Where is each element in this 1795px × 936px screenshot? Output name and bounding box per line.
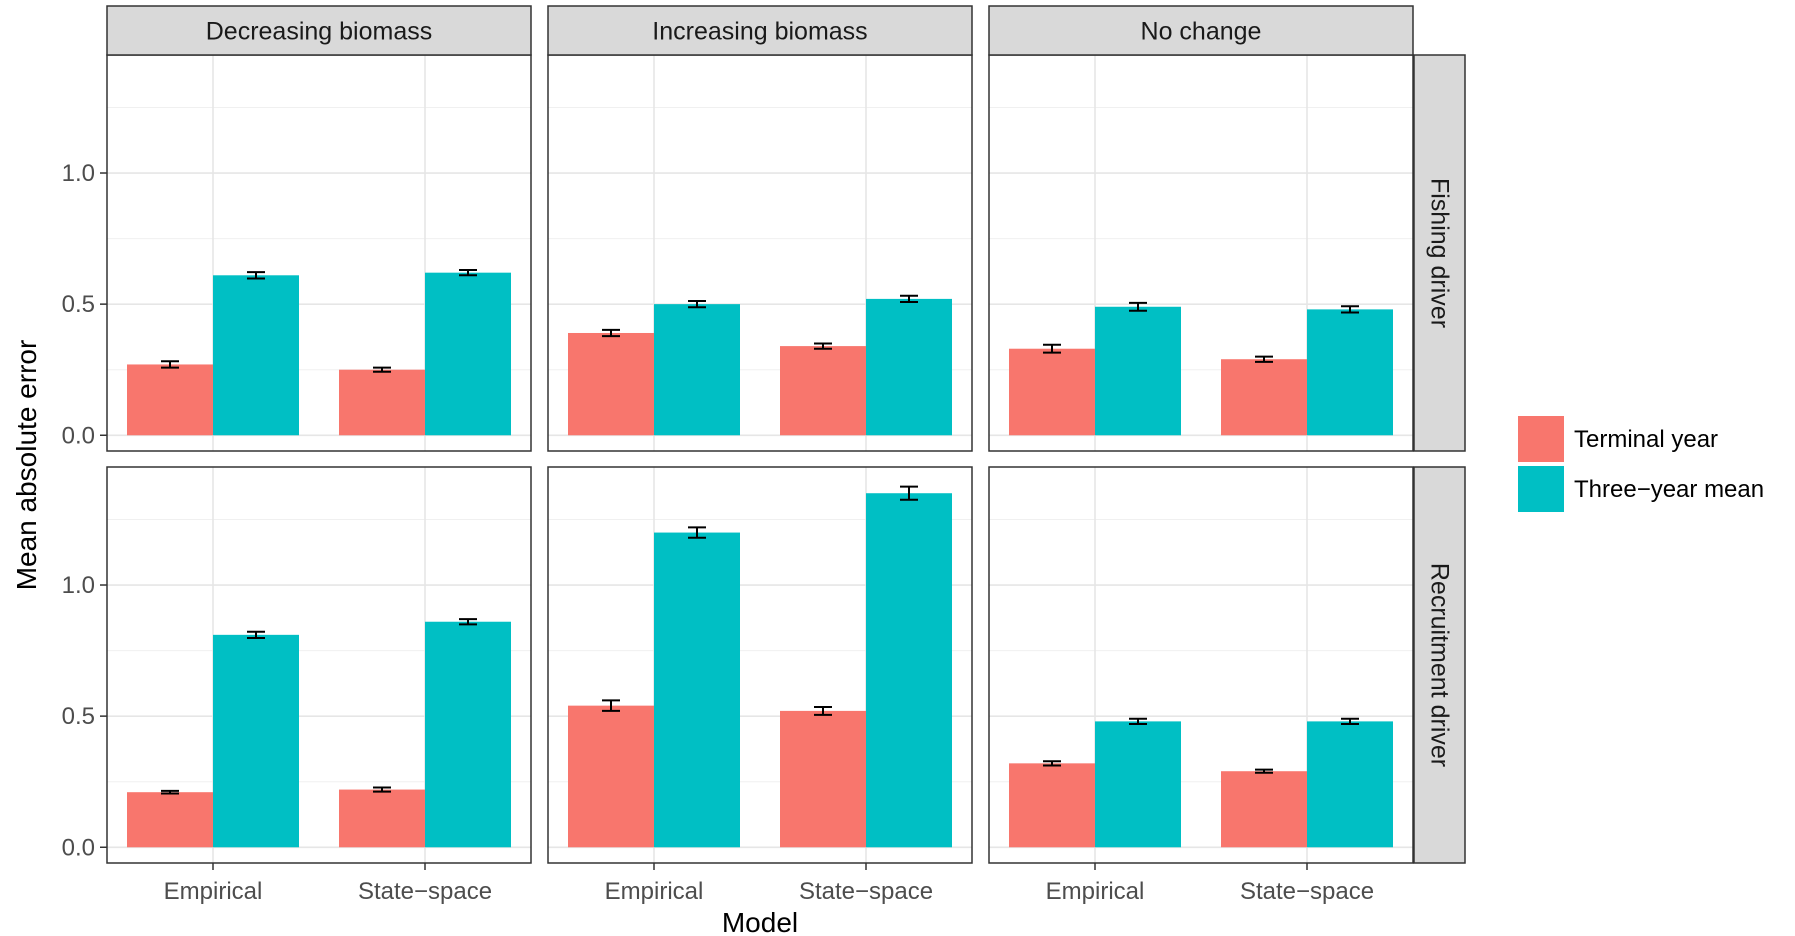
error-bar-terminal-year-empirical <box>602 699 620 712</box>
strip-decreasing-biomass: Decreasing biomass <box>106 5 532 56</box>
x-tick-label: Empirical <box>605 878 704 905</box>
panels-layer <box>106 54 1414 864</box>
error-bar-three-year-mean-state-space <box>900 294 918 304</box>
error-bar-three-year-mean-state-space <box>1341 305 1359 314</box>
error-bar-three-year-mean-state-space <box>459 618 477 626</box>
panel-recruitment-driver-increasing-biomass <box>547 466 973 864</box>
legend-key <box>1518 466 1564 512</box>
panel-recruitment-driver-decreasing-biomass <box>106 466 532 864</box>
bar-terminal-year-state-space <box>780 346 866 436</box>
error-bar-three-year-mean-state-space <box>1341 717 1359 726</box>
bar-terminal-year-empirical <box>568 705 654 848</box>
panel-border <box>988 466 1414 864</box>
bar-terminal-year-empirical <box>127 364 213 436</box>
bar-terminal-year-state-space <box>339 789 425 848</box>
bar-three-year-mean-empirical <box>213 275 299 436</box>
bar-three-year-mean-state-space <box>425 272 511 436</box>
strip-label: No change <box>1141 18 1262 46</box>
panel-fishing-driver-no-change <box>988 54 1414 452</box>
y-tick-label: 0.5 <box>62 703 95 730</box>
bar-terminal-year-empirical <box>568 332 654 436</box>
strip-label: Fishing driver <box>1426 178 1454 328</box>
panel-fishing-driver-increasing-biomass <box>547 54 973 452</box>
axes: 0.0 0.5 1.0 0.0 0.5 1.0 Empirical State−space Em… <box>62 160 1374 905</box>
error-bar-three-year-mean-empirical <box>247 630 265 639</box>
error-bar-terminal-year-state-space <box>373 786 391 793</box>
error-bar-terminal-year-state-space <box>1255 768 1273 774</box>
x-axis-title: Model <box>722 907 798 936</box>
y-tick-label: 0.5 <box>62 291 95 318</box>
error-bar-three-year-mean-empirical <box>247 271 265 280</box>
bar-three-year-mean-state-space <box>1307 721 1393 848</box>
bar-three-year-mean-state-space <box>1307 309 1393 436</box>
error-bar-three-year-mean-empirical <box>688 526 706 539</box>
error-bar-terminal-year-empirical <box>161 360 179 369</box>
strip-background <box>106 5 532 56</box>
facet-strips: Decreasing biomass Increasing biomass No c… <box>106 5 1466 864</box>
error-bar-terminal-year-empirical <box>161 789 179 795</box>
strip-label: Increasing biomass <box>652 18 867 46</box>
error-bar-terminal-year-state-space <box>1255 355 1273 363</box>
strip-background <box>1413 54 1466 452</box>
x-tick-label: State−space <box>1240 878 1374 905</box>
strip-label: Recruitment driver <box>1426 563 1454 767</box>
bar-terminal-year-empirical <box>1009 348 1095 436</box>
panel-recruitment-driver-no-change <box>988 466 1414 864</box>
bar-three-year-mean-empirical <box>213 634 299 848</box>
y-tick-label: 1.0 <box>62 160 95 187</box>
error-bar-terminal-year-empirical <box>1043 343 1061 354</box>
bar-terminal-year-empirical <box>127 792 213 848</box>
x-tick-label: Empirical <box>1046 878 1145 905</box>
y-axis-title: Mean absolute error <box>11 340 42 591</box>
error-bar-terminal-year-state-space <box>814 342 832 350</box>
legend: Terminal year Three−year mean <box>1518 416 1764 512</box>
bar-terminal-year-state-space <box>780 710 866 848</box>
error-bar-three-year-mean-empirical <box>688 299 706 309</box>
strip-fishing-driver: Fishing driver <box>1413 54 1466 452</box>
bar-terminal-year-state-space <box>339 369 425 436</box>
error-bar-terminal-year-state-space <box>373 366 391 373</box>
strip-no-change: No change <box>988 5 1414 56</box>
bar-terminal-year-state-space <box>1221 359 1307 436</box>
error-bar-three-year-mean-empirical <box>1129 717 1147 726</box>
x-tick-label: State−space <box>799 878 933 905</box>
error-bar-terminal-year-empirical <box>1043 760 1061 767</box>
x-tick-label: Empirical <box>164 878 263 905</box>
bar-three-year-mean-state-space <box>425 621 511 848</box>
legend-key <box>1518 416 1564 462</box>
bar-terminal-year-state-space <box>1221 771 1307 848</box>
legend-item-terminal-year: Terminal year <box>1518 416 1718 462</box>
y-tick-label: 0.0 <box>62 834 95 861</box>
panel-border <box>106 466 532 864</box>
legend-label: Terminal year <box>1574 426 1718 453</box>
bar-three-year-mean-state-space <box>866 493 952 848</box>
error-bar-three-year-mean-state-space <box>900 485 918 501</box>
legend-label: Three−year mean <box>1574 476 1764 503</box>
strip-background <box>547 5 973 56</box>
legend-item-three-year-mean: Three−year mean <box>1518 466 1764 512</box>
panel-fishing-driver-decreasing-biomass <box>106 54 532 452</box>
bar-three-year-mean-empirical <box>1095 306 1181 436</box>
strip-increasing-biomass: Increasing biomass <box>547 5 973 56</box>
error-bar-terminal-year-empirical <box>602 328 620 338</box>
error-bar-three-year-mean-empirical <box>1129 301 1147 312</box>
panel-border <box>547 466 973 864</box>
error-bar-three-year-mean-state-space <box>459 269 477 277</box>
strip-background <box>1413 466 1466 864</box>
error-bar-terminal-year-state-space <box>814 705 832 716</box>
strip-background <box>988 5 1414 56</box>
y-tick-label: 0.0 <box>62 422 95 449</box>
bar-three-year-mean-empirical <box>654 532 740 848</box>
strip-label: Decreasing biomass <box>206 18 433 46</box>
y-tick-label: 1.0 <box>62 572 95 599</box>
strip-recruitment-driver: Recruitment driver <box>1413 466 1466 864</box>
bar-terminal-year-empirical <box>1009 763 1095 848</box>
x-tick-label: State−space <box>358 878 492 905</box>
bar-three-year-mean-empirical <box>654 304 740 436</box>
bar-three-year-mean-state-space <box>866 298 952 436</box>
bar-three-year-mean-empirical <box>1095 721 1181 848</box>
